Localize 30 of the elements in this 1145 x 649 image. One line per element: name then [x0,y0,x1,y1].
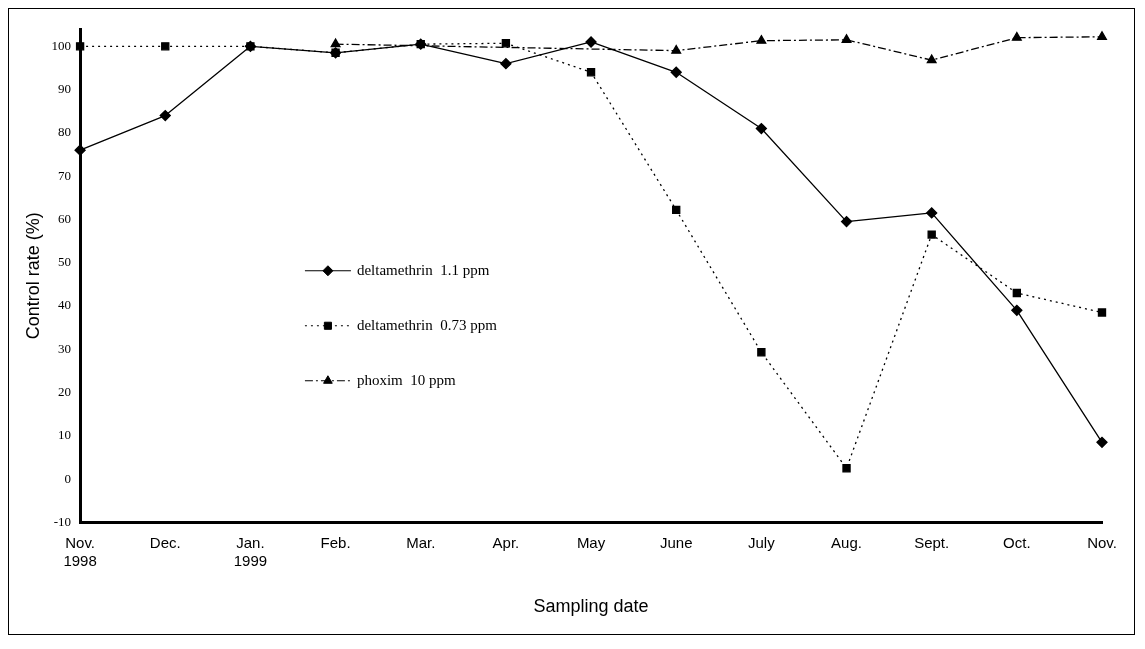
x-tick-label: Oct. [1003,533,1031,551]
x-tick-label: Dec. [149,533,181,551]
y-tick-label: 40 [58,297,72,313]
y-tick-label: 30 [58,340,72,356]
y-tick-label: 60 [58,210,72,226]
y-tick-label: 90 [58,81,72,97]
legend-label: deltamethrin 0.73 ppm [356,316,498,333]
x-tick-label: June [659,533,693,551]
x-tick-label: July [748,533,776,551]
x-tick-label: May [576,533,606,551]
y-tick-label: 0 [64,470,72,486]
legend-label: phoxim 10 ppm [356,371,456,388]
x-tick-label: Nov. [1087,533,1117,551]
x-tick-label: Feb. [320,533,351,551]
y-tick-label: 70 [58,167,72,183]
y-axis-title: Control rate (%) [22,212,43,340]
x-tick-label: Mar. [406,533,436,551]
y-tick-label: 10 [58,427,72,443]
y-tick-label: 100 [51,37,72,53]
legend-label: deltamethrin 1.1 ppm [356,261,490,278]
x-axis-title: Sampling date [533,596,649,617]
x-tick-label: Aug. [831,533,862,551]
x-tick-label: Jan. 1999 [233,533,268,569]
x-tick-label: Sept. [914,533,950,551]
y-tick-label: 20 [58,383,72,399]
y-tick-label: 80 [58,124,72,140]
y-tick-label: -10 [53,513,72,529]
x-tick-label: Apr. [492,533,520,551]
y-tick-label: 50 [58,254,72,270]
x-tick-label: Nov. 1998 [63,533,97,569]
